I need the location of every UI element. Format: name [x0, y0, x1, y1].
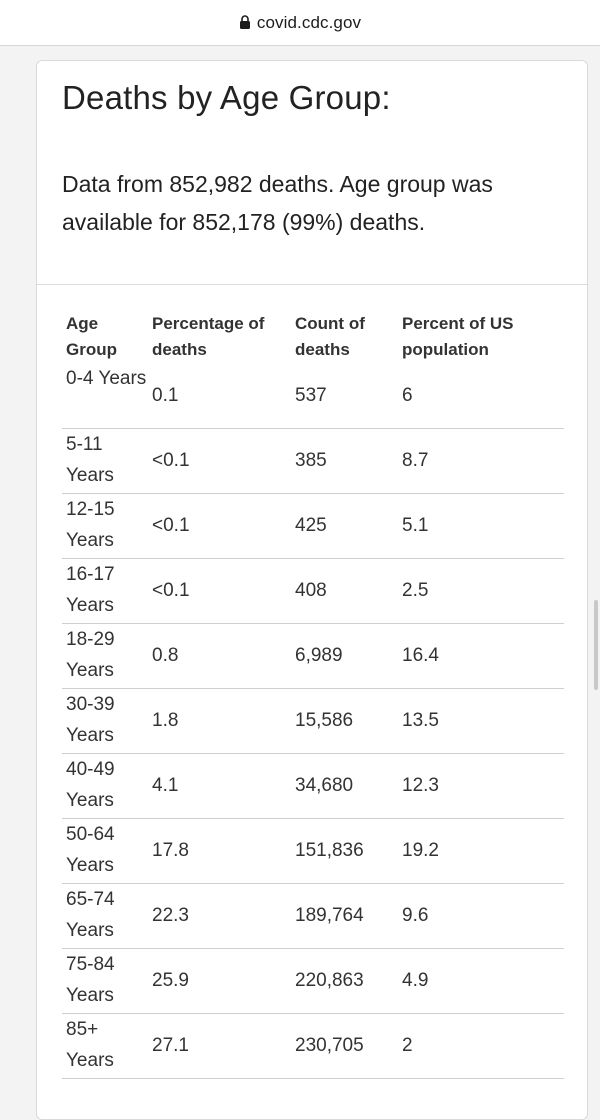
cell-age-group: 5-11 Years [62, 428, 148, 494]
cell-percentage-of-deaths: 17.8 [148, 818, 291, 884]
cell-percent-of-us-population: 8.7 [398, 428, 564, 494]
table-row: 75-84 Years 25.9 220,863 4.9 [62, 948, 564, 1014]
deaths-table: Age Group Percentage of deaths Count of … [62, 305, 564, 1079]
page-scrollbar[interactable] [594, 600, 598, 690]
cell-age-group: 30-39 Years [62, 688, 148, 754]
cell-age-group: 16-17 Years [62, 558, 148, 624]
table-row: 50-64 Years 17.8 151,836 19.2 [62, 818, 564, 884]
table-row: 16-17 Years <0.1 408 2.5 [62, 558, 564, 624]
cell-percent-of-us-population: 12.3 [398, 753, 564, 819]
cell-count-of-deaths: 385 [291, 428, 398, 494]
cell-percent-of-us-population: 13.5 [398, 688, 564, 754]
table-row: 12-15 Years <0.1 425 5.1 [62, 493, 564, 559]
cell-count-of-deaths: 408 [291, 558, 398, 624]
cell-count-of-deaths: 6,989 [291, 623, 398, 689]
header-age-group: Age Group [66, 314, 117, 359]
card-title: Deaths by Age Group: [62, 79, 391, 116]
cell-count-of-deaths: 220,863 [291, 948, 398, 1014]
table-header-row: Age Group Percentage of deaths Count of … [62, 305, 564, 363]
cell-percentage-of-deaths: 4.1 [148, 753, 291, 819]
card-header: Deaths by Age Group: Data from 852,982 d… [37, 61, 587, 285]
address-bar[interactable]: covid.cdc.gov [0, 0, 600, 46]
cell-age-group: 75-84 Years [62, 948, 148, 1014]
url-text: covid.cdc.gov [256, 12, 362, 32]
table-row: 5-11 Years <0.1 385 8.7 [62, 428, 564, 494]
cell-percentage-of-deaths: 22.3 [148, 883, 291, 949]
cell-count-of-deaths: 425 [291, 493, 398, 559]
cell-percent-of-us-population: 2.5 [398, 558, 564, 624]
cell-age-group: 0-4 Years [62, 363, 148, 429]
table-row: 18-29 Years 0.8 6,989 16.4 [62, 623, 564, 689]
cell-percentage-of-deaths: <0.1 [148, 558, 291, 624]
cell-age-group: 85+ Years [62, 1013, 148, 1079]
cell-percent-of-us-population: 2 [398, 1013, 564, 1079]
cell-count-of-deaths: 230,705 [291, 1013, 398, 1079]
cell-percentage-of-deaths: 0.8 [148, 623, 291, 689]
cell-percent-of-us-population: 4.9 [398, 948, 564, 1014]
cell-count-of-deaths: 151,836 [291, 818, 398, 884]
header-percent-of-us-population: Percent of US population [402, 314, 514, 359]
cell-percentage-of-deaths: 1.8 [148, 688, 291, 754]
cell-count-of-deaths: 15,586 [291, 688, 398, 754]
cell-percentage-of-deaths: 0.1 [148, 363, 291, 429]
cell-age-group: 50-64 Years [62, 818, 148, 884]
header-count-of-deaths: Count of deaths [295, 314, 365, 359]
cell-age-group: 65-74 Years [62, 883, 148, 949]
cell-percentage-of-deaths: <0.1 [148, 493, 291, 559]
cell-percentage-of-deaths: 25.9 [148, 948, 291, 1014]
table-row: 40-49 Years 4.1 34,680 12.3 [62, 753, 564, 819]
cell-count-of-deaths: 537 [291, 363, 398, 429]
table-row: 30-39 Years 1.8 15,586 13.5 [62, 688, 564, 754]
cell-percentage-of-deaths: <0.1 [148, 428, 291, 494]
table-row: 65-74 Years 22.3 189,764 9.6 [62, 883, 564, 949]
cell-age-group: 18-29 Years [62, 623, 148, 689]
cell-age-group: 40-49 Years [62, 753, 148, 819]
cell-count-of-deaths: 189,764 [291, 883, 398, 949]
table-row: 85+ Years 27.1 230,705 2 [62, 1013, 564, 1079]
table-row: 0-4 Years 0.1 537 6 [62, 363, 564, 429]
lock-icon [239, 14, 250, 29]
deaths-card: Deaths by Age Group: Data from 852,982 d… [36, 60, 588, 1120]
cell-percent-of-us-population: 9.6 [398, 883, 564, 949]
cell-percent-of-us-population: 19.2 [398, 818, 564, 884]
cell-percent-of-us-population: 5.1 [398, 493, 564, 559]
cell-count-of-deaths: 34,680 [291, 753, 398, 819]
cell-percent-of-us-population: 6 [398, 363, 564, 429]
cell-percentage-of-deaths: 27.1 [148, 1013, 291, 1079]
card-description: Data from 852,982 deaths. Age group was … [62, 171, 493, 235]
cell-age-group: 12-15 Years [62, 493, 148, 559]
cell-percent-of-us-population: 16.4 [398, 623, 564, 689]
header-percentage-of-deaths: Percentage of deaths [152, 314, 265, 359]
